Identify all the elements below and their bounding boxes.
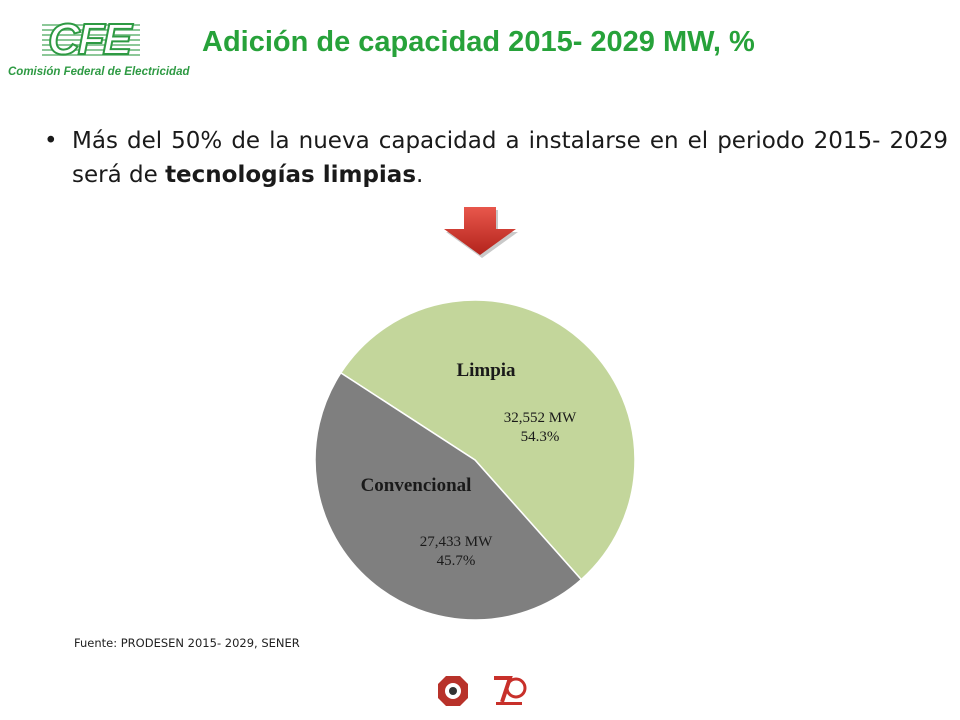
bullet-text-bold: tecnologías limpias <box>165 162 417 188</box>
cfe-logo: CFE Comisión Federal de Electricidad <box>4 14 190 84</box>
capacity-pie-chart: Limpia 32,552 MW 54.3% Convencional 27,433 M… <box>314 299 636 621</box>
slice-percent-limpia: 54.3% <box>521 429 560 445</box>
bullet-dot-icon: • <box>44 128 58 154</box>
anniversary-badge-icon <box>438 676 468 706</box>
source-note: Fuente: PRODESEN 2015- 2029, SENER <box>74 636 300 650</box>
slice-percent-convencional: 45.7% <box>437 553 476 569</box>
pie-slice-convencional <box>314 371 583 621</box>
bullet-point: • Más del 50% de la nueva capacidad a in… <box>44 124 948 192</box>
down-arrow-icon <box>444 207 518 258</box>
seventy-five-years-logo-icon <box>494 676 527 705</box>
bullet-text: Más del 50% de la nueva capacidad a inst… <box>72 124 948 192</box>
slice-value-limpia: 32,552 MW <box>504 410 577 426</box>
logo-caption: Comisión Federal de Electricidad <box>8 66 190 78</box>
bullet-text-end: . <box>416 162 424 188</box>
slice-value-convencional: 27,433 MW <box>420 534 493 550</box>
slice-label-convencional: Convencional <box>361 475 472 496</box>
slice-label-limpia: Limpia <box>456 360 516 381</box>
pie-slice-limpia <box>339 299 636 581</box>
logo-wordmark: CFE <box>47 15 133 65</box>
bullet-text-start: Más del 50% de la nueva capacidad a inst… <box>72 128 948 188</box>
page-title: Adición de capacidad 2015- 2029 MW, % <box>202 26 755 58</box>
